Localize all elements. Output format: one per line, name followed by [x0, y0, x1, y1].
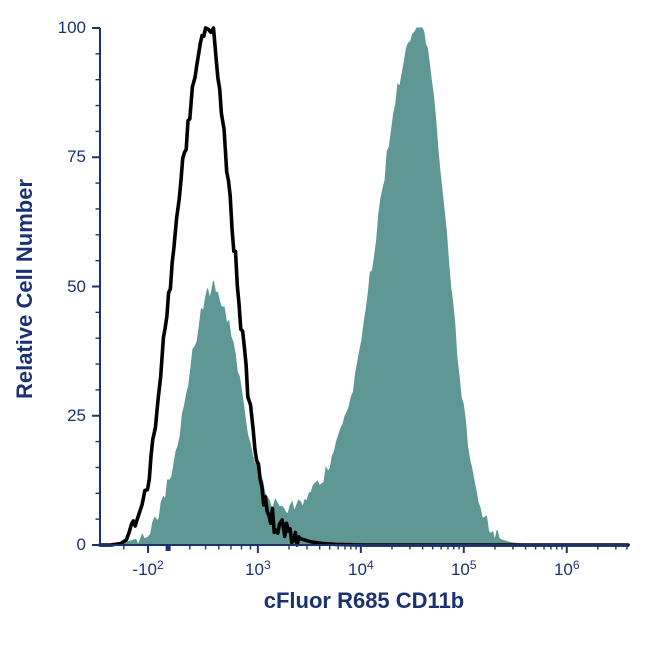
y-tick-label: 75	[67, 147, 86, 167]
x-tick-label: 104	[348, 558, 374, 579]
y-tick-label: 100	[57, 18, 86, 37]
x-tick-label: 105	[450, 558, 477, 579]
x-tick-label: 103	[245, 558, 271, 579]
y-tick-label: 0	[76, 535, 86, 554]
x-axis-title: cFluor R685 CD11b	[263, 588, 465, 613]
filled-histogram-series	[110, 27, 534, 547]
y-tick-label: 50	[67, 276, 86, 296]
x-tick-label: -102	[132, 558, 164, 579]
y-tick-label: 25	[67, 405, 86, 425]
x-tick-label: 106	[553, 558, 580, 579]
